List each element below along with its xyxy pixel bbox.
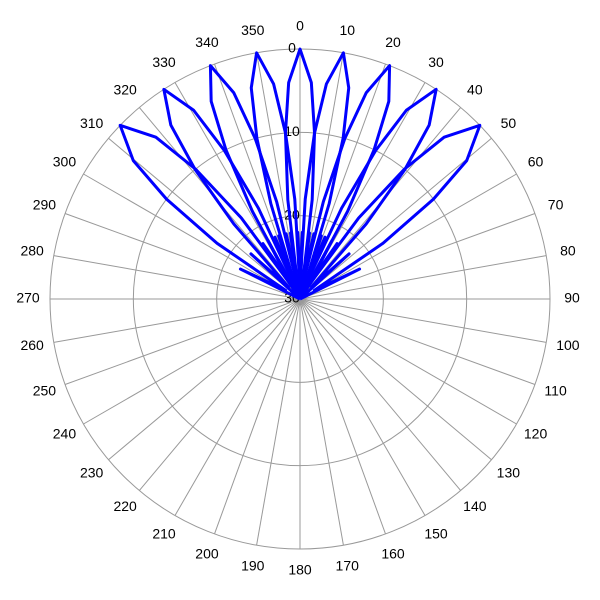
spoke — [108, 137, 301, 300]
spoke — [256, 298, 301, 546]
theta-tick-label: 120 — [524, 426, 548, 442]
theta-tick-label: 170 — [336, 558, 360, 574]
theta-tick-label: 50 — [501, 115, 517, 131]
spoke — [299, 298, 462, 491]
theta-tick-label: 330 — [152, 54, 176, 70]
theta-tick-label: 280 — [20, 242, 44, 258]
theta-tick-label: 270 — [16, 290, 40, 306]
spoke — [299, 298, 426, 516]
spoke — [53, 255, 301, 300]
theta-tick-label: 0 — [296, 18, 304, 34]
spoke — [299, 298, 547, 343]
spoke — [299, 298, 344, 546]
theta-tick-label: 320 — [113, 81, 137, 97]
theta-tick-label: 340 — [195, 34, 219, 50]
spoke — [83, 173, 301, 300]
spoke — [108, 298, 301, 461]
theta-tick-label: 150 — [424, 525, 448, 541]
theta-tick-label: 210 — [152, 525, 176, 541]
spoke — [299, 298, 536, 385]
theta-tick-label: 80 — [560, 242, 576, 258]
beam-line — [298, 123, 482, 301]
theta-tick-label: 100 — [556, 337, 580, 353]
spoke — [174, 298, 301, 516]
theta-tick-label: 260 — [20, 337, 44, 353]
theta-tick-label: 140 — [463, 498, 487, 514]
theta-tick-label: 130 — [497, 465, 521, 481]
grid-circle — [216, 215, 384, 383]
spoke — [299, 298, 386, 535]
theta-tick-label: 70 — [548, 197, 564, 213]
r-tick-label: 0 — [288, 40, 296, 56]
theta-tick-label: 180 — [288, 562, 312, 578]
spoke — [214, 298, 301, 535]
beam-line — [298, 87, 438, 301]
spoke — [299, 298, 517, 425]
theta-tick-label: 230 — [80, 465, 104, 481]
spoke — [138, 298, 301, 491]
spoke — [64, 213, 301, 300]
theta-tick-label: 60 — [528, 154, 544, 170]
theta-tick-label: 300 — [53, 154, 77, 170]
spoke — [53, 298, 301, 343]
spoke — [299, 137, 492, 300]
spoke — [299, 213, 536, 300]
grid-circle — [132, 131, 468, 467]
theta-tick-label: 350 — [241, 22, 265, 38]
theta-tick-label: 110 — [544, 383, 567, 399]
r-tick-label: 20 — [284, 206, 300, 222]
theta-tick-label: 190 — [241, 558, 265, 574]
theta-tick-label: 240 — [53, 426, 77, 442]
theta-tick-label: 40 — [467, 81, 483, 97]
theta-tick-label: 200 — [195, 545, 219, 561]
spoke — [64, 298, 301, 385]
theta-tick-label: 220 — [113, 498, 137, 514]
spoke — [83, 298, 301, 425]
theta-tick-label: 30 — [428, 54, 444, 70]
theta-tick-label: 290 — [33, 197, 57, 213]
theta-tick-label: 90 — [564, 290, 580, 306]
spoke — [299, 255, 547, 300]
theta-tick-label: 160 — [381, 545, 405, 561]
spoke — [299, 173, 517, 300]
theta-tick-label: 10 — [339, 22, 355, 38]
theta-tick-label: 20 — [385, 34, 401, 50]
spoke — [299, 298, 492, 461]
theta-tick-label: 250 — [33, 383, 57, 399]
r-tick-label: 10 — [284, 123, 300, 139]
theta-tick-label: 310 — [80, 115, 104, 131]
